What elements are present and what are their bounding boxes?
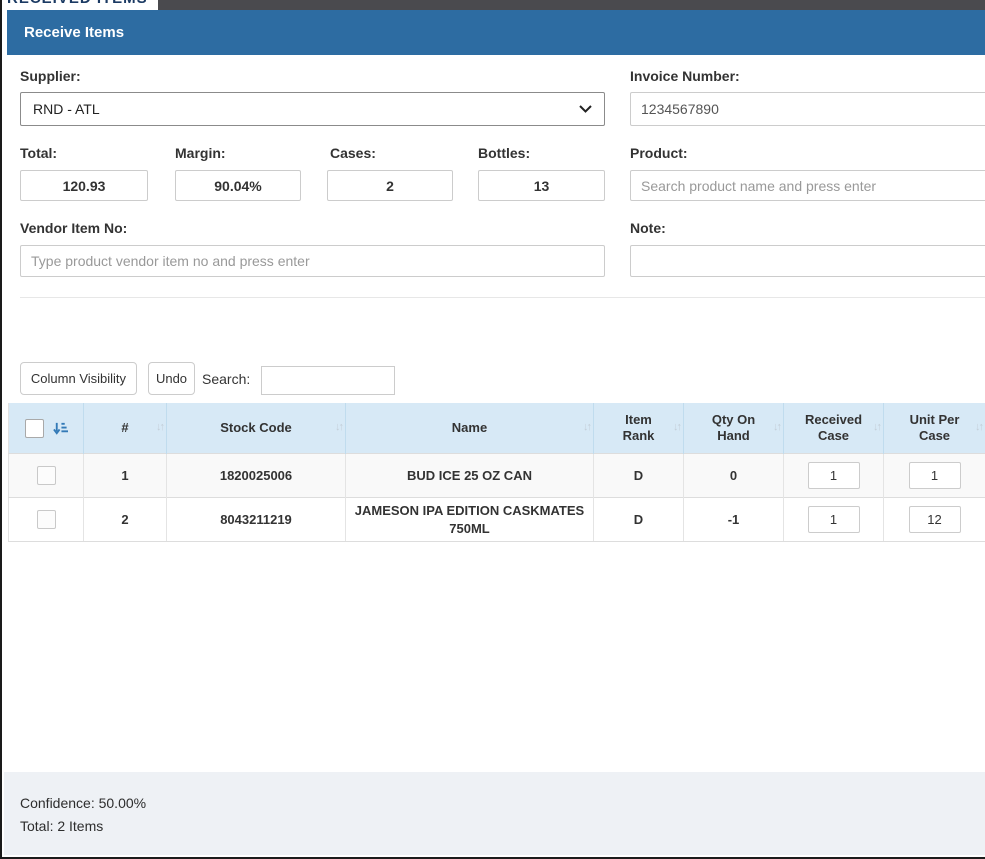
row-item-rank: D (593, 497, 684, 542)
supplier-selected-value: RND - ATL (33, 101, 100, 117)
sort-amount-icon (52, 422, 68, 435)
row-name: JAMESON IPA EDITION CASKMATES 750ML (345, 497, 594, 542)
supplier-label: Supplier: (20, 68, 81, 84)
column-header-unit-per-case-label: Unit Per Case (909, 411, 960, 443)
screen-bottom-edge (0, 857, 985, 859)
table-search-input[interactable] (261, 366, 395, 395)
screen-left-edge (0, 0, 2, 859)
column-header-num[interactable]: # ↓↑ (83, 403, 167, 454)
column-visibility-button[interactable]: Column Visibility (20, 362, 137, 395)
column-header-unit-per-case[interactable]: Unit Per Case ↓↑ (883, 403, 985, 454)
column-header-item-rank-label: Item Rank (622, 411, 655, 443)
column-header-qty-on-hand-label: Qty On Hand (711, 411, 756, 443)
invoice-number-label: Invoice Number: (630, 68, 740, 84)
column-header-name-label: Name (451, 419, 488, 435)
modal-title: Receive Items (24, 24, 125, 41)
summary-footer: Confidence: 50.00% Total: 2 Items (4, 772, 985, 855)
row-num: 1 (83, 453, 167, 498)
unit-per-case-input[interactable] (908, 462, 961, 489)
row-checkbox[interactable] (36, 466, 56, 485)
column-header-stock-code[interactable]: Stock Code ↓↑ (166, 403, 346, 454)
invoice-number-input[interactable] (630, 92, 985, 126)
total-label: Total: (20, 145, 58, 161)
total-input[interactable] (20, 170, 148, 201)
sort-toggle-icon[interactable]: ↓↑ (873, 421, 882, 434)
product-label: Product: (630, 145, 688, 161)
row-num: 2 (83, 497, 167, 542)
section-divider (20, 297, 985, 298)
row-qty-on-hand: 0 (683, 453, 784, 498)
row-item-rank: D (593, 453, 684, 498)
unit-per-case-input[interactable] (908, 506, 961, 533)
select-all-header[interactable] (8, 403, 84, 454)
background-page-strip (158, 0, 985, 10)
sort-toggle-icon[interactable]: ↓↑ (975, 421, 984, 434)
sort-toggle-icon[interactable]: ↓↑ (583, 421, 592, 434)
row-name: BUD ICE 25 OZ CAN (345, 453, 594, 498)
total-items-text: Total: 2 Items (20, 818, 104, 834)
note-input[interactable] (630, 245, 985, 277)
column-header-received-case-label: Received Case (804, 411, 863, 443)
received-case-input[interactable] (807, 462, 860, 489)
select-all-checkbox[interactable] (24, 418, 44, 438)
sort-toggle-icon[interactable]: ↓↑ (773, 421, 782, 434)
chevron-down-icon (579, 105, 592, 113)
table-row: 1 1820025006 BUD ICE 25 OZ CAN D 0 (8, 453, 985, 498)
sort-toggle-icon[interactable]: ↓↑ (335, 421, 344, 434)
margin-label: Margin: (175, 145, 226, 161)
bottles-input[interactable] (478, 170, 605, 201)
note-label: Note: (630, 220, 666, 236)
column-header-item-rank[interactable]: Item Rank ↓↑ (593, 403, 684, 454)
product-search-input[interactable] (630, 170, 985, 201)
modal-header: Receive Items (7, 10, 985, 55)
margin-input[interactable] (175, 170, 301, 201)
row-qty-on-hand: -1 (683, 497, 784, 542)
background-clipped-heading-text: RECEIVED ITEMS (7, 0, 157, 7)
column-header-qty-on-hand[interactable]: Qty On Hand ↓↑ (683, 403, 784, 454)
received-case-input[interactable] (807, 506, 860, 533)
confidence-text: Confidence: 50.00% (20, 795, 147, 811)
sort-toggle-icon[interactable]: ↓↑ (156, 421, 165, 434)
vendor-item-no-input[interactable] (20, 245, 605, 277)
row-checkbox[interactable] (36, 510, 56, 529)
column-header-received-case[interactable]: Received Case ↓↑ (783, 403, 884, 454)
undo-button[interactable]: Undo (148, 362, 195, 395)
cases-input[interactable] (327, 170, 453, 201)
background-clipped-heading: RECEIVED ITEMS (7, 0, 157, 9)
table-header-row: # ↓↑ Stock Code ↓↑ Name ↓↑ Item Rank ↓↑ … (8, 403, 985, 454)
items-table: # ↓↑ Stock Code ↓↑ Name ↓↑ Item Rank ↓↑ … (8, 403, 985, 542)
column-header-num-label: # (121, 419, 129, 435)
column-header-name[interactable]: Name ↓↑ (345, 403, 594, 454)
bottles-label: Bottles: (478, 145, 531, 161)
vendor-item-no-label: Vendor Item No: (20, 220, 128, 236)
cases-label: Cases: (330, 145, 376, 161)
search-label: Search: (202, 371, 251, 387)
supplier-select[interactable]: RND - ATL (20, 92, 605, 126)
sort-toggle-icon[interactable]: ↓↑ (673, 421, 682, 434)
column-header-stock-code-label: Stock Code (220, 419, 292, 435)
row-stock-code: 8043211219 (166, 497, 346, 542)
table-row: 2 8043211219 JAMESON IPA EDITION CASKMAT… (8, 497, 985, 542)
row-stock-code: 1820025006 (166, 453, 346, 498)
